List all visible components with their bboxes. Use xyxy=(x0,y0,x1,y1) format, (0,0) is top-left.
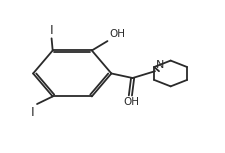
Text: OH: OH xyxy=(124,97,140,107)
Text: OH: OH xyxy=(109,29,125,39)
Text: I: I xyxy=(31,106,35,119)
Text: N: N xyxy=(156,60,164,70)
Text: I: I xyxy=(50,24,53,37)
